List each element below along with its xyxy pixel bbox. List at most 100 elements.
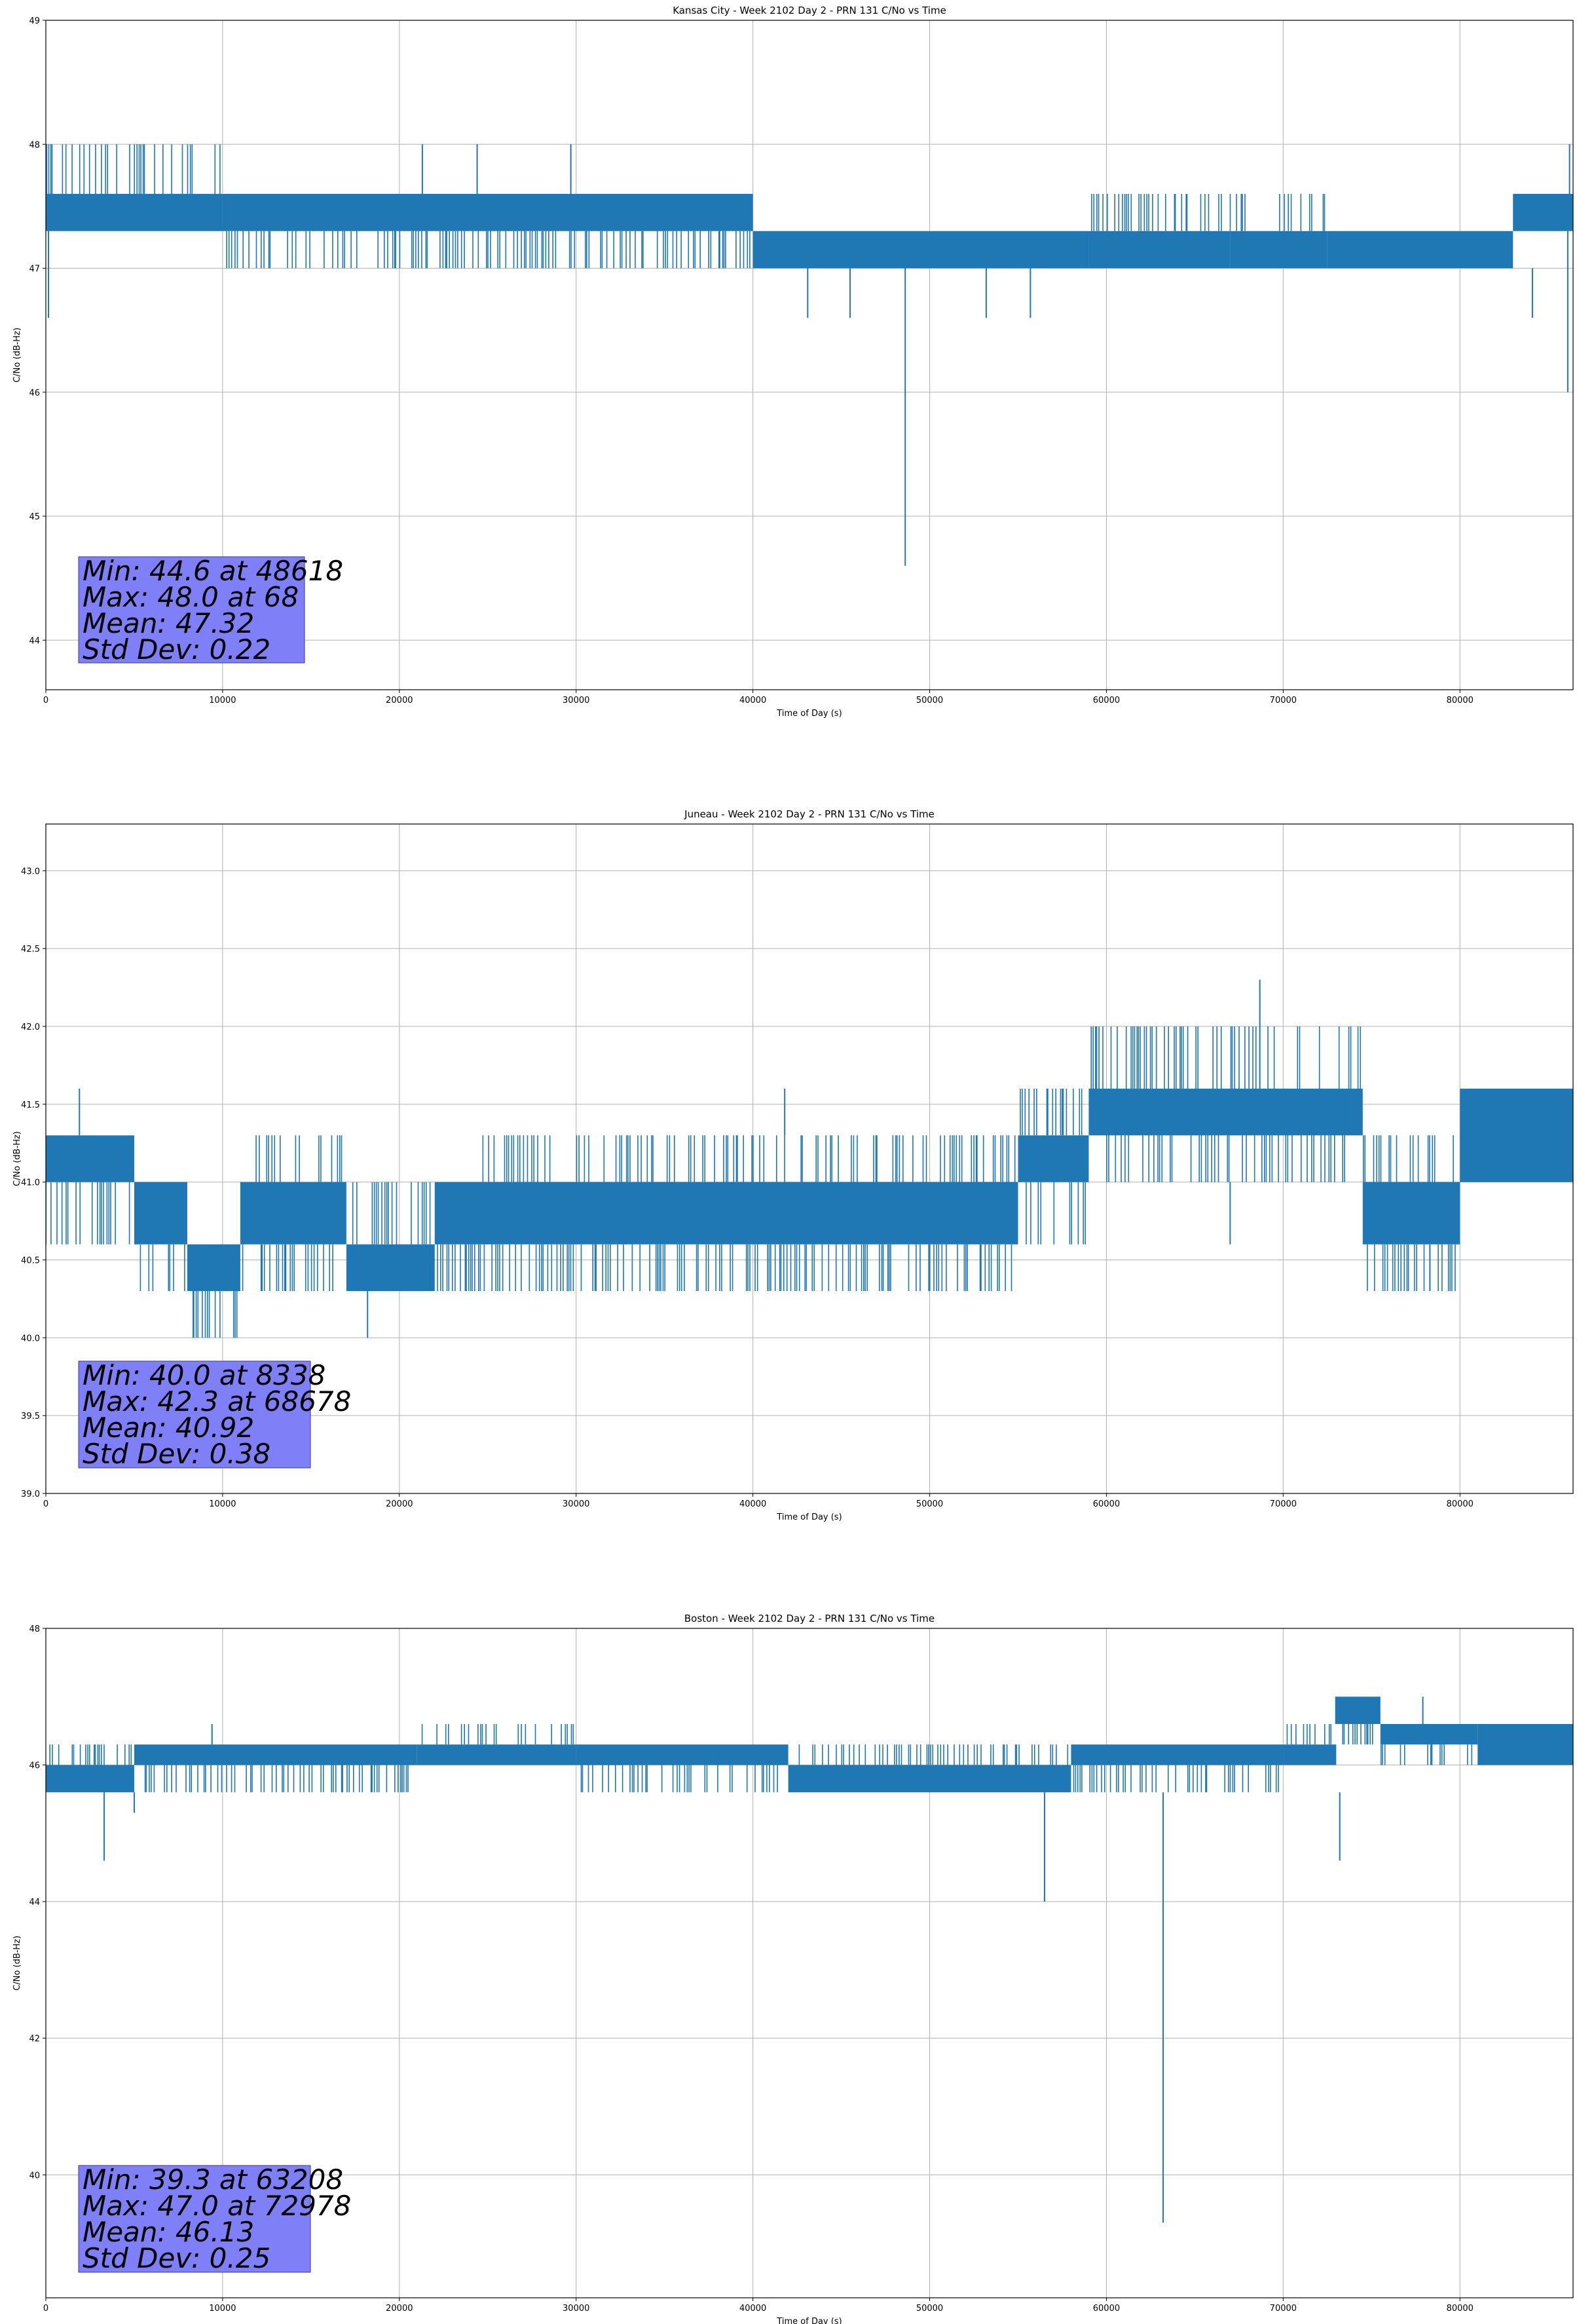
stats-box xyxy=(78,2165,311,2273)
series-excursions xyxy=(1342,1724,1373,1745)
x-tick-label: 60000 xyxy=(1093,696,1120,705)
series-band xyxy=(134,1182,187,1245)
y-tick-label: 43.0 xyxy=(21,867,40,876)
y-tick-label: 41.5 xyxy=(21,1100,40,1110)
x-tick-label: 50000 xyxy=(916,696,943,705)
series-band xyxy=(134,1744,417,1765)
x-tick-label: 60000 xyxy=(1093,1499,1120,1509)
series-excursions xyxy=(421,1724,574,1745)
stats-line: Std Dev: 0.25 xyxy=(83,2242,270,2274)
x-tick-label: 50000 xyxy=(916,1499,943,1509)
chart-kansas-city: 0 10000 20000 30000 40000 50000 60000 70000 8000… xyxy=(12,5,1574,719)
series-band xyxy=(46,193,223,231)
chart-boston: 0 10000 20000 30000 40000 50000 60000 70000 8000… xyxy=(12,1613,1574,2324)
series-excursions xyxy=(242,1135,343,1291)
series-band xyxy=(1477,1724,1573,1765)
series-band xyxy=(1513,193,1573,231)
stats-line: Max: 42.3 at 68678 xyxy=(83,1385,351,1417)
series-excursions xyxy=(144,1765,409,1793)
series-band xyxy=(1018,1135,1089,1182)
chart-title: Juneau - Week 2102 Day 2 - PRN 131 C/No … xyxy=(684,808,935,820)
series-excursions xyxy=(1020,1089,1086,1245)
series-band xyxy=(1230,231,1327,269)
stats-line: Min: 39.3 at 63208 xyxy=(83,2164,343,2196)
series-excursions xyxy=(352,1182,431,1245)
series-band xyxy=(1088,231,1231,269)
stats-line: Mean: 46.13 xyxy=(83,2216,254,2248)
series-band xyxy=(1460,1089,1573,1182)
x-tick-label: 0 xyxy=(43,696,48,705)
x-tick-label: 50000 xyxy=(916,2304,943,2314)
x-tick-label: 70000 xyxy=(1270,1499,1297,1509)
series-band xyxy=(46,1765,134,1793)
series-excursions xyxy=(1286,1724,1331,1745)
x-tick-label: 70000 xyxy=(1270,2304,1297,2314)
series-band xyxy=(346,1244,435,1292)
stats-line: Max: 48.0 at 68 xyxy=(83,581,299,613)
series-band xyxy=(576,1744,788,1765)
y-axis-label: C/No (dB-Hz) xyxy=(12,1936,22,1991)
x-tick-label: 10000 xyxy=(209,2304,236,2314)
x-tick-label: 40000 xyxy=(739,696,766,705)
y-tick-label: 40.5 xyxy=(21,1256,40,1265)
series-band xyxy=(1327,231,1513,269)
series-excursions xyxy=(1091,194,1222,231)
stats-line: Std Dev: 0.38 xyxy=(83,1438,270,1470)
series-band xyxy=(1071,1744,1284,1765)
chart-title: Kansas City - Week 2102 Day 2 - PRN 131 … xyxy=(673,5,946,16)
y-tick-label: 44 xyxy=(29,636,40,646)
stats-line: Std Dev: 0.22 xyxy=(83,633,270,665)
series-excursions xyxy=(46,1182,130,1245)
series-band xyxy=(240,1182,346,1245)
series-band xyxy=(752,231,1089,269)
x-tick-label: 80000 xyxy=(1447,2304,1474,2314)
stats-box xyxy=(78,1360,311,1469)
series-band xyxy=(187,1244,240,1292)
x-tick-label: 20000 xyxy=(386,696,413,705)
series-band xyxy=(222,193,753,231)
y-tick-label: 47 xyxy=(29,265,40,274)
series-band xyxy=(46,1135,134,1182)
stats-line: Mean: 47.32 xyxy=(83,607,254,639)
axes-frame xyxy=(45,823,1574,1494)
x-tick-label: 10000 xyxy=(209,1499,236,1509)
series-excursions xyxy=(1090,1026,1362,1182)
y-tick-label: 46 xyxy=(29,388,40,398)
stats-box xyxy=(78,556,305,664)
y-tick-label: 49 xyxy=(29,16,40,26)
data-series xyxy=(46,979,1573,1338)
x-tick-label: 40000 xyxy=(739,2304,766,2314)
y-axis-label: C/No (dB-Hz) xyxy=(12,328,22,383)
series-excursions xyxy=(49,1744,132,1765)
series-excursions xyxy=(226,231,751,269)
series-band xyxy=(434,1182,1018,1245)
stats-line: Min: 44.6 at 48618 xyxy=(83,555,343,587)
series-excursions xyxy=(1363,1135,1456,1291)
x-tick-label: 30000 xyxy=(563,696,589,705)
series-band xyxy=(1362,1182,1460,1245)
x-tick-label: 20000 xyxy=(386,2304,413,2314)
x-tick-label: 60000 xyxy=(1093,2304,1120,2314)
x-tick-label: 40000 xyxy=(739,1499,766,1509)
x-axis-label: Time of Day (s) xyxy=(776,1512,842,1522)
y-tick-label: 41.0 xyxy=(21,1178,40,1188)
x-tick-label: 80000 xyxy=(1447,1499,1474,1509)
stats-line: Max: 47.0 at 72978 xyxy=(83,2190,351,2222)
data-series xyxy=(46,144,1573,566)
y-tick-label: 39.0 xyxy=(21,1490,40,1499)
y-axis-label: C/No (dB-Hz) xyxy=(12,1131,22,1186)
series-excursions xyxy=(1229,194,1326,231)
x-axis-label: Time of Day (s) xyxy=(776,2317,842,2324)
y-tick-label: 40.0 xyxy=(21,1334,40,1343)
series-excursions xyxy=(798,1744,1069,1765)
x-tick-label: 20000 xyxy=(386,1499,413,1509)
axes-frame xyxy=(45,20,1574,690)
y-tick-label: 46 xyxy=(29,1761,40,1771)
series-excursions xyxy=(139,1244,185,1291)
data-series xyxy=(46,1696,1573,2223)
stats-line: Min: 40.0 at 8338 xyxy=(83,1359,325,1391)
y-tick-label: 42 xyxy=(29,2034,40,2044)
x-axis-label: Time of Day (s) xyxy=(776,709,842,719)
y-tick-label: 44 xyxy=(29,1898,40,1907)
chart-juneau: 0 10000 20000 30000 40000 50000 60000 70000 8000… xyxy=(12,808,1574,1522)
